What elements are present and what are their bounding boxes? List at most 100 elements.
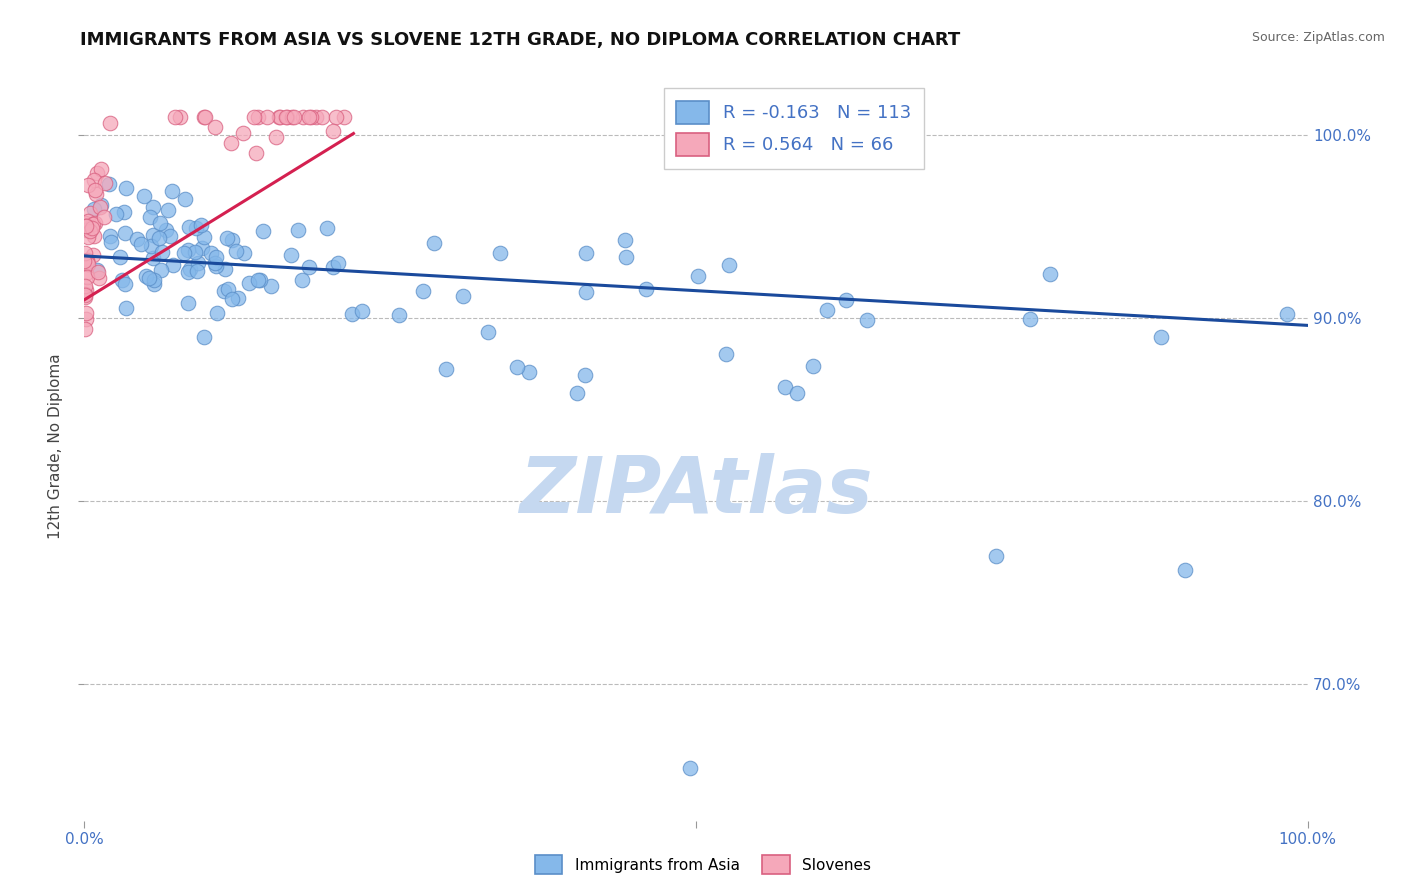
Point: [423, 235, 446, 250]
Text: Source: ZipAtlas.com: Source: ZipAtlas.com: [1251, 31, 1385, 45]
Point: [104, 207, 127, 221]
Point: [214, 261, 236, 276]
Point: [132, 189, 155, 203]
Point: [287, 222, 309, 236]
Point: [856, 313, 879, 327]
Point: [200, 246, 222, 260]
Point: [326, 256, 349, 270]
Point: [82, 248, 104, 262]
Point: [217, 282, 239, 296]
Point: [252, 224, 274, 238]
Point: [86, 263, 108, 277]
Point: [291, 273, 314, 287]
Point: [212, 284, 235, 298]
Point: [98, 116, 121, 130]
Point: [114, 226, 136, 240]
Point: [184, 245, 207, 260]
Point: [636, 282, 658, 296]
Point: [194, 110, 217, 124]
Point: [176, 296, 198, 310]
Point: [84, 183, 107, 197]
Point: [75, 288, 97, 302]
Point: [204, 120, 226, 134]
Point: [283, 110, 305, 124]
Point: [281, 110, 304, 124]
Point: [186, 264, 208, 278]
Point: [679, 761, 702, 775]
Point: [93, 210, 115, 224]
Point: [205, 259, 228, 273]
Point: [276, 110, 298, 124]
Point: [256, 110, 278, 124]
Point: [73, 278, 96, 293]
Point: [87, 264, 110, 278]
Point: [434, 361, 457, 376]
Point: [193, 230, 215, 244]
Point: [280, 248, 302, 262]
Point: [98, 228, 121, 243]
Point: [148, 231, 170, 245]
Point: [84, 216, 107, 230]
Point: [245, 146, 267, 161]
Point: [82, 220, 104, 235]
Point: [614, 250, 637, 264]
Point: [177, 220, 200, 235]
Point: [142, 251, 165, 265]
Point: [221, 292, 243, 306]
Point: [801, 359, 824, 373]
Legend: Immigrants from Asia, Slovenes: Immigrants from Asia, Slovenes: [529, 849, 877, 880]
Point: [184, 221, 207, 235]
Point: [269, 110, 291, 124]
Point: [574, 245, 596, 260]
Point: [1275, 307, 1298, 321]
Point: [115, 301, 138, 316]
Point: [688, 268, 710, 283]
Point: [221, 233, 243, 247]
Point: [75, 219, 97, 233]
Point: [90, 198, 112, 212]
Point: [155, 223, 177, 237]
Point: [342, 307, 364, 321]
Point: [98, 178, 121, 192]
Point: [298, 260, 321, 275]
Point: [150, 263, 173, 277]
Point: [138, 270, 160, 285]
Point: [77, 178, 100, 192]
Point: [305, 110, 328, 124]
Point: [125, 231, 148, 245]
Point: [311, 110, 333, 124]
Point: [246, 273, 269, 287]
Point: [75, 311, 97, 326]
Point: [75, 266, 97, 280]
Point: [177, 244, 200, 258]
Point: [274, 110, 297, 124]
Point: [835, 293, 858, 308]
Point: [108, 250, 131, 264]
Point: [73, 287, 96, 301]
Point: [191, 241, 214, 255]
Point: [169, 110, 191, 124]
Point: [233, 245, 256, 260]
Point: [299, 110, 322, 124]
Point: [388, 308, 411, 322]
Point: [574, 368, 596, 383]
Point: [76, 255, 98, 269]
Point: [350, 304, 373, 318]
Point: [150, 244, 173, 259]
Point: [226, 291, 249, 305]
Point: [322, 124, 344, 138]
Point: [73, 253, 96, 268]
Point: [139, 210, 162, 224]
Point: [267, 110, 290, 124]
Point: [316, 221, 339, 235]
Point: [173, 192, 195, 206]
Point: [204, 256, 226, 270]
Point: [76, 270, 98, 285]
Point: [162, 258, 184, 272]
Point: [79, 224, 101, 238]
Point: [73, 216, 96, 230]
Point: [84, 186, 107, 201]
Point: [73, 322, 96, 336]
Point: [159, 229, 181, 244]
Point: [266, 129, 288, 144]
